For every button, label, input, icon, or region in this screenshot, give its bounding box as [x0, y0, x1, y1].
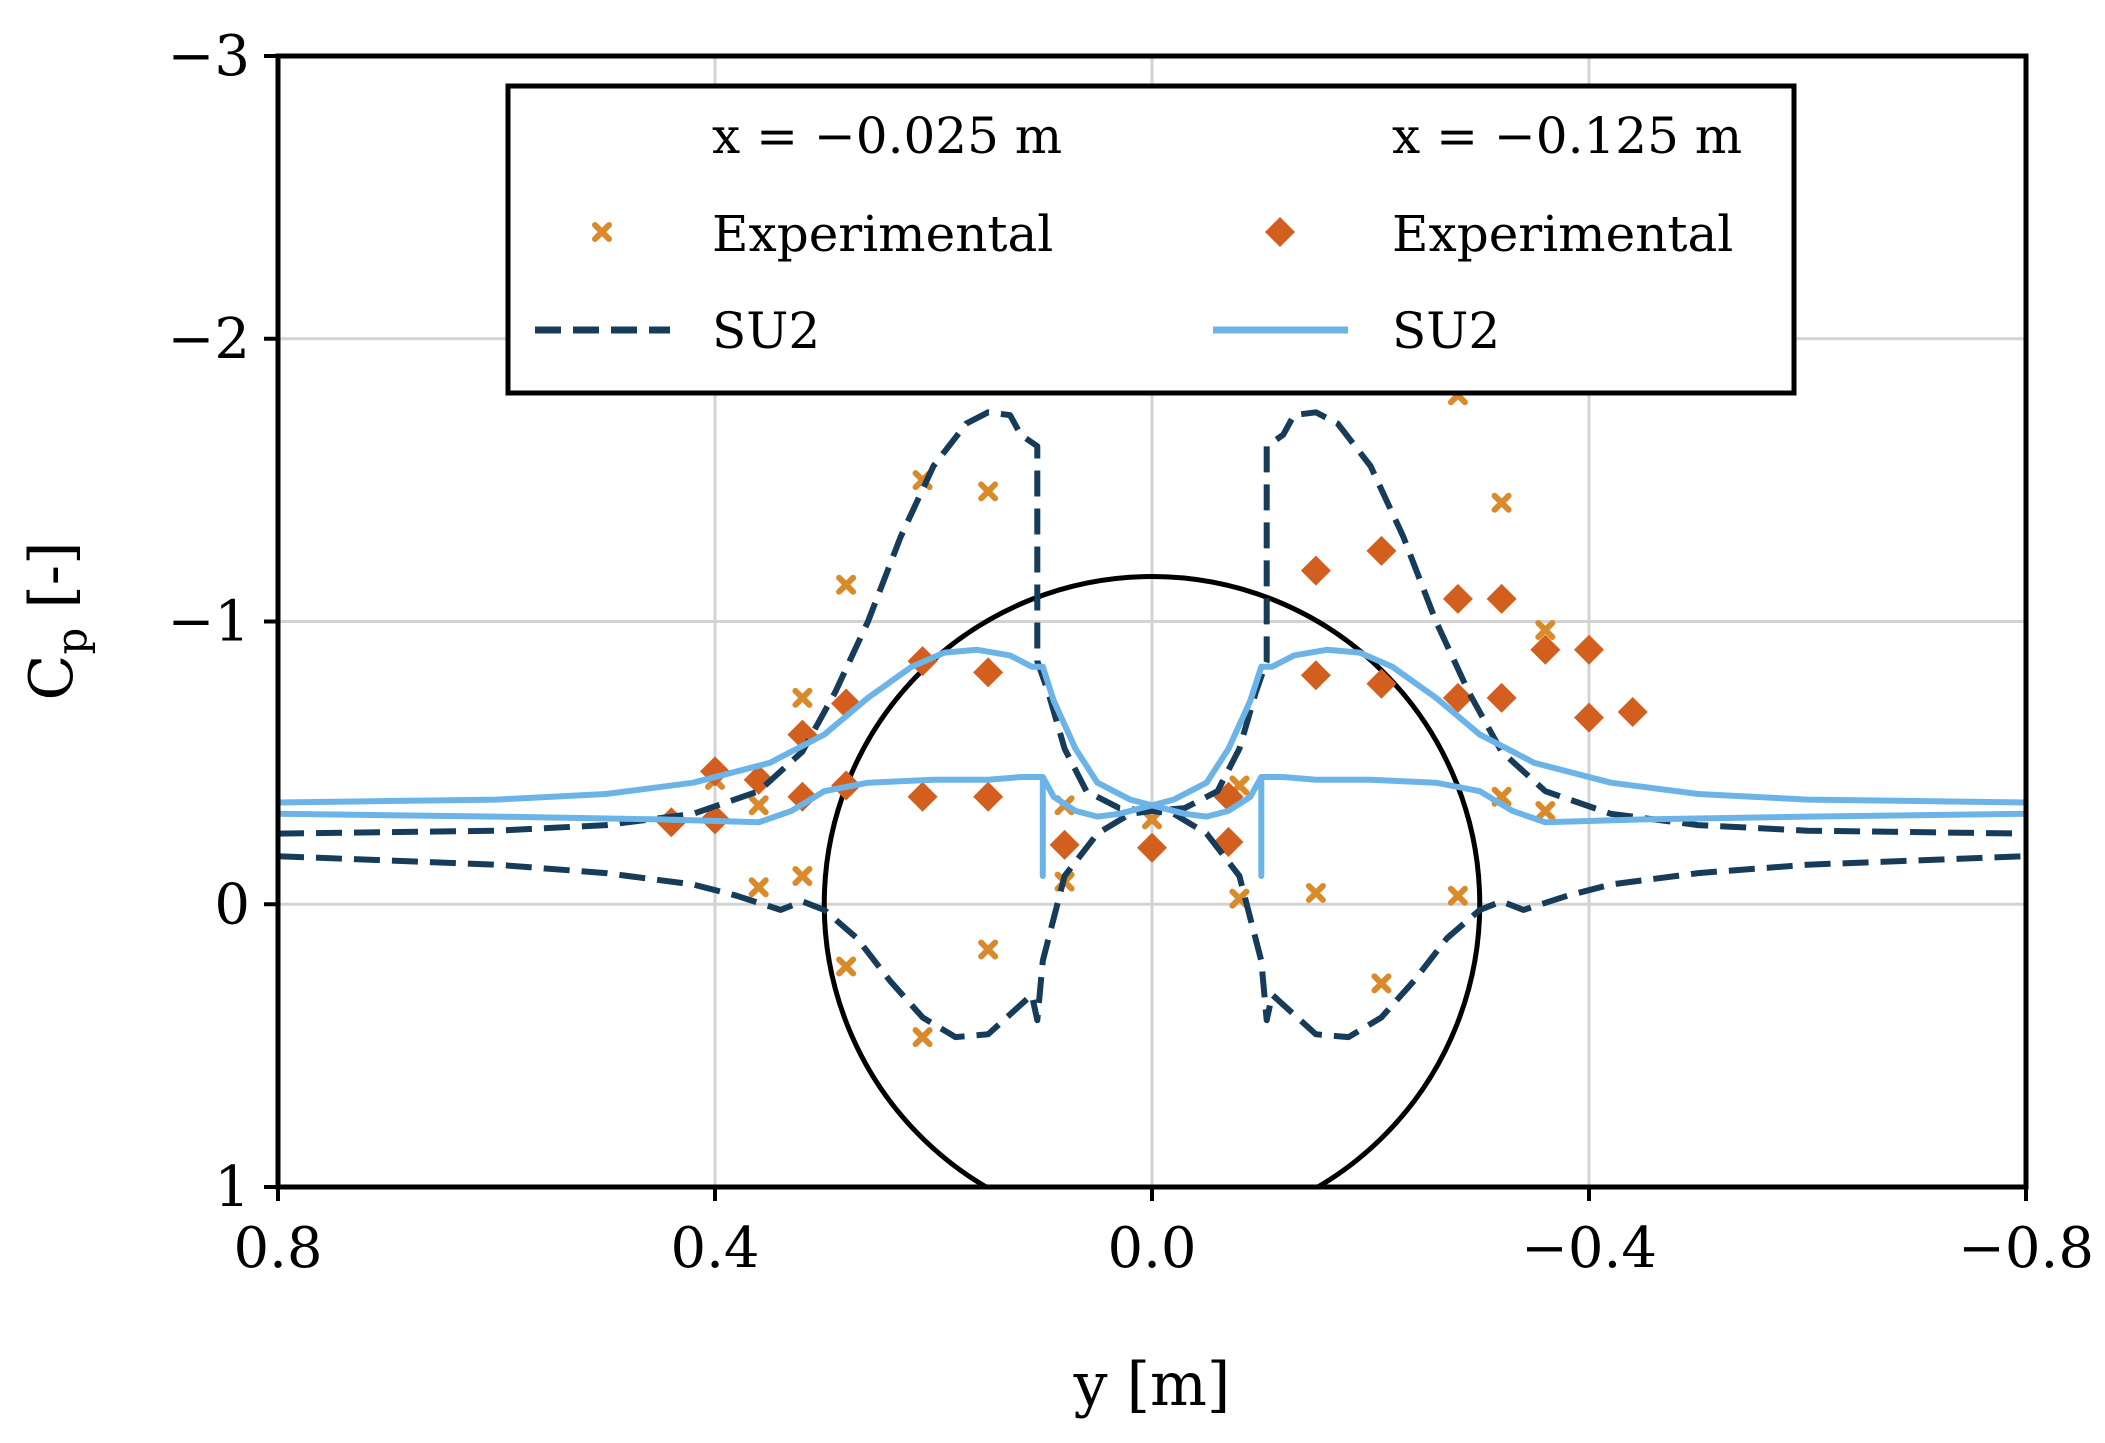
- exp_0025-point-0: [836, 574, 857, 595]
- y-tick-label-2: −1: [167, 590, 250, 655]
- legend-box: [505, 83, 1797, 396]
- y-axis-label-unit: [-]: [17, 542, 87, 628]
- exp_0125-point-10: [973, 657, 1004, 688]
- legend-label-su2-0025: SU2: [712, 302, 820, 360]
- legend-col2-title: x = −0.125 m: [1392, 107, 1742, 165]
- exp_0125-point-21: [1442, 682, 1473, 713]
- exp_0125-point-27: [1617, 696, 1648, 727]
- x-tick-label-0: 0.8: [233, 1216, 322, 1281]
- exp_0025-point-20: [1491, 492, 1512, 513]
- exp_0125-point-18: [1366, 535, 1397, 566]
- exp_0125-point-19: [1366, 668, 1397, 699]
- x-tick-label-3: −0.4: [1521, 1216, 1657, 1281]
- legend-label-exp-0025: Experimental: [712, 205, 1053, 263]
- y-axis-label-main: C: [17, 655, 87, 701]
- legend-diamond-marker: [1265, 217, 1295, 247]
- exp_0025-point-22: [1535, 619, 1556, 640]
- exp_0125-point-20: [1442, 583, 1473, 614]
- su2_0125-line-1: [278, 774, 2026, 879]
- exp_0025-point-6: [836, 956, 857, 977]
- exp_0025-point-7: [912, 1027, 933, 1048]
- axis-ticks: 0.8 0.4 0.0 −0.4 −0.8 −3 −2 −1 0 1: [167, 24, 2094, 1281]
- exp_0125-point-3: [743, 764, 774, 795]
- y-tick-label-1: −2: [167, 307, 250, 372]
- cylinder-circle-layer: [821, 574, 1483, 1187]
- exp_0125-point-5: [787, 781, 818, 812]
- x-tick-label-4: −0.8: [1958, 1216, 2094, 1281]
- legend-marker-exp-0025: [592, 222, 612, 242]
- y-tick-label-0: −3: [167, 24, 250, 89]
- legend-label-exp-0125: Experimental: [1392, 205, 1733, 263]
- exp_0125-point-13: [1137, 832, 1167, 863]
- exp_0025-point-23: [1535, 800, 1556, 821]
- exp_0025-point-1: [792, 687, 813, 708]
- exp_0125-point-24: [1530, 634, 1561, 665]
- exp_0125-point-11: [973, 781, 1004, 812]
- y-axis-label-sub: p: [47, 628, 96, 655]
- x-tick-label-2: 0.0: [1107, 1216, 1196, 1281]
- exp_0025-point-9: [978, 481, 999, 502]
- legend-marker-exp-0125: [1265, 217, 1295, 247]
- exp_0025-point-4: [748, 877, 769, 898]
- series-layer: [278, 385, 2026, 1048]
- exp_0025-point-13: [1142, 809, 1162, 830]
- legend: x = −0.025 m x = −0.125 m Experimental E…: [505, 83, 1797, 396]
- exp_0025-point-17: [1371, 973, 1392, 994]
- exp_0125-point-22: [1486, 583, 1517, 614]
- legend-x-marker: [592, 222, 612, 242]
- exp_0025-point-18: [1447, 885, 1468, 906]
- x-tick-label-1: 0.4: [670, 1216, 759, 1281]
- exp_0125-point-16: [1300, 555, 1331, 586]
- exp_0025-point-2: [748, 795, 769, 816]
- legend-col1-title: x = −0.025 m: [712, 107, 1062, 165]
- exp_0125-point-9: [907, 781, 938, 812]
- exp_0125-point-12: [1049, 829, 1080, 860]
- exp_0025-point-16: [1305, 882, 1326, 903]
- legend-label-su2-0125: SU2: [1392, 302, 1500, 360]
- exp_0125-point-26: [1574, 702, 1604, 733]
- y-tick-label-4: 1: [214, 1155, 250, 1220]
- cylinder-circle: [821, 574, 1483, 1187]
- exp_0025-point-10: [978, 939, 999, 960]
- exp_0125-point-25: [1574, 634, 1604, 665]
- exp_0025-point-5: [792, 865, 813, 886]
- y-tick-label-3: 0: [214, 872, 250, 937]
- su2_0025-line-1: [278, 807, 2026, 1041]
- x-axis-label: y [m]: [1073, 1350, 1231, 1420]
- exp_0125-point-17: [1300, 660, 1331, 691]
- y-axis-label: Cp [-]: [17, 542, 96, 701]
- exp_0125-point-23: [1486, 682, 1517, 713]
